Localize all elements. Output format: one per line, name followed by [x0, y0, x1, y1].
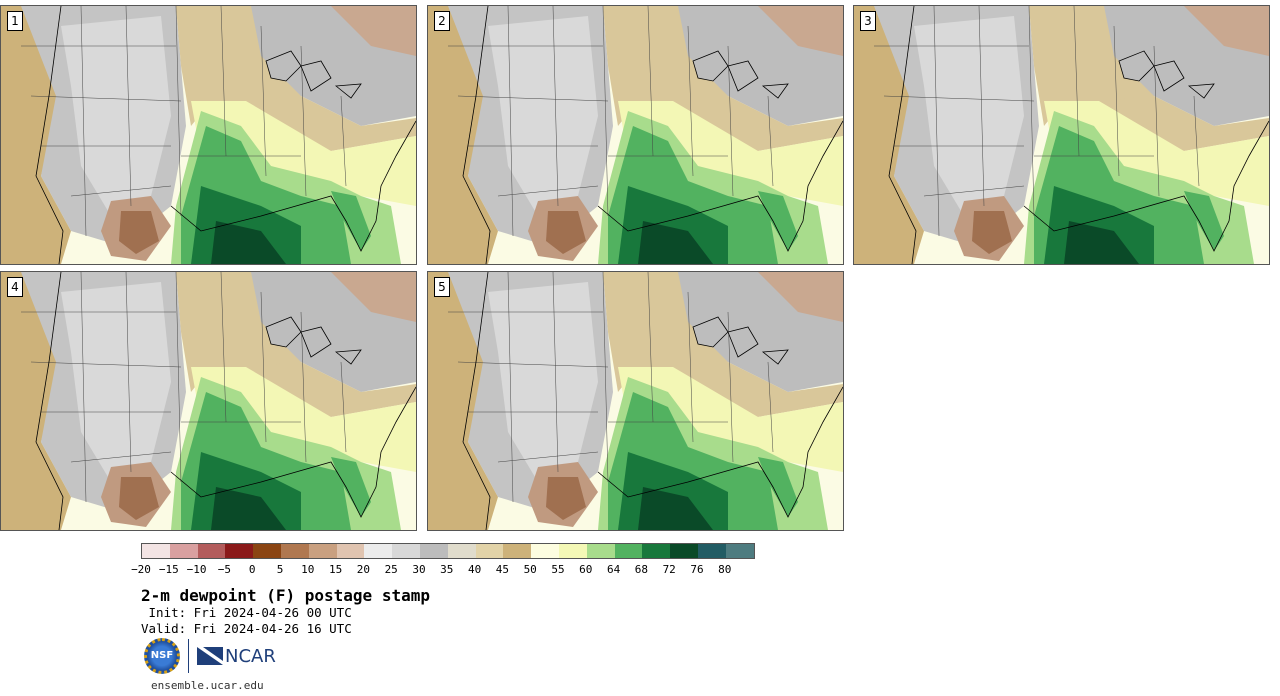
colorbar-tick-label: 60: [579, 563, 593, 576]
colorbar-swatch: [197, 544, 226, 558]
map-panel-4: 4: [0, 271, 417, 531]
colorbar-swatch: [475, 544, 504, 558]
panel-number: 5: [434, 277, 450, 297]
colorbar-swatch: [614, 544, 643, 558]
dewpoint-map: [1, 272, 416, 530]
colorbar-swatch: [447, 544, 476, 558]
chart-title: 2-m dewpoint (F) postage stamp: [141, 586, 430, 605]
colorbar-tick-label: 80: [718, 563, 732, 576]
colorbar-swatch: [419, 544, 448, 558]
colorbar-tick-label: −20: [131, 563, 151, 576]
dewpoint-map: [428, 272, 843, 530]
colorbar-swatch: [280, 544, 309, 558]
map-panel-2: 2: [427, 5, 844, 265]
colorbar-swatch: [225, 544, 254, 558]
ncar-mark-icon: [197, 647, 223, 665]
colorbar-tick-label: 10: [301, 563, 315, 576]
colorbar-tick-label: 25: [384, 563, 398, 576]
panel-number: 4: [7, 277, 23, 297]
nsf-logo: NSF: [144, 638, 180, 674]
colorbar-tick-label: 50: [523, 563, 537, 576]
colorbar-swatch: [308, 544, 337, 558]
colorbar-swatch: [586, 544, 615, 558]
colorbar-swatch: [558, 544, 587, 558]
colorbar: [141, 543, 755, 559]
colorbar-swatch: [392, 544, 420, 558]
colorbar-tick-label: 20: [356, 563, 371, 576]
panel-number: 3: [860, 11, 876, 31]
colorbar-swatch: [531, 544, 559, 558]
colorbar-swatch: [364, 544, 393, 558]
colorbar-tick-label: 76: [690, 563, 704, 576]
colorbar-ticks: −20 −15 −10 −5 0 5 10 15 20 25 30 35 40 45 50 55 60 64 68 7…: [131, 563, 761, 577]
colorbar-swatch: [169, 544, 198, 558]
colorbar-swatch: [697, 544, 726, 558]
colorbar-swatch: [642, 544, 671, 558]
site-url: ensemble.ucar.edu: [151, 679, 264, 692]
dewpoint-map: [1, 6, 416, 264]
init-time: Init: Fri 2024-04-26 00 UTC: [141, 605, 352, 620]
colorbar-swatch: [670, 544, 698, 558]
colorbar-tick-label: 45: [495, 563, 510, 576]
map-panel-5: 5: [427, 271, 844, 531]
colorbar-tick-label: 30: [412, 563, 426, 576]
logos: NSF NCAR: [144, 638, 276, 674]
colorbar-tick-label: −10: [186, 563, 207, 576]
colorbar-tick-label: 40: [467, 563, 482, 576]
colorbar-tick-label: −15: [158, 563, 179, 576]
colorbar-swatch: [142, 544, 170, 558]
panel-number: 1: [7, 11, 23, 31]
colorbar-tick-label: 5: [276, 563, 284, 576]
colorbar-swatch: [725, 544, 754, 558]
colorbar-tick-label: 15: [328, 563, 343, 576]
colorbar-tick-label: 35: [440, 563, 454, 576]
colorbar-swatch: [253, 544, 281, 558]
colorbar-swatch: [503, 544, 532, 558]
ncar-logo: NCAR: [197, 646, 276, 667]
map-panel-3: 3: [853, 5, 1270, 265]
colorbar-tick-label: 72: [662, 563, 676, 576]
colorbar-tick-label: 64: [606, 563, 621, 576]
colorbar-tick-label: −5: [217, 563, 232, 576]
panel-number: 2: [434, 11, 450, 31]
map-panel-1: 1: [0, 5, 417, 265]
ncar-logo-text: NCAR: [225, 645, 276, 667]
logo-divider: [188, 639, 189, 673]
colorbar-tick-label: 55: [551, 563, 565, 576]
dewpoint-map: [854, 6, 1269, 264]
valid-time: Valid: Fri 2024-04-26 16 UTC: [141, 621, 352, 636]
dewpoint-map: [428, 6, 843, 264]
colorbar-tick-label: 68: [634, 563, 649, 576]
colorbar-swatch: [336, 544, 365, 558]
colorbar-tick-label: 0: [248, 563, 256, 576]
